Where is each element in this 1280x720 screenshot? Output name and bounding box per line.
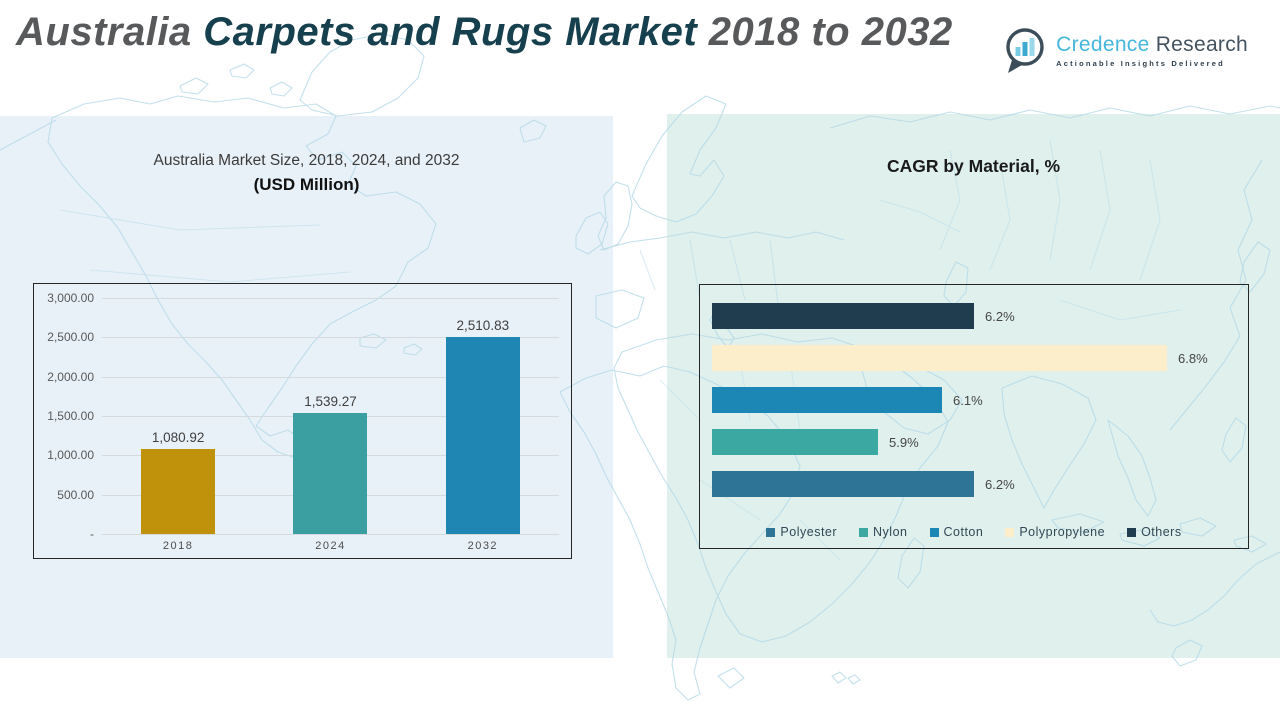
cagr-chart-title: CAGR by Material, % bbox=[886, 156, 1061, 176]
bar-group-2032: 2,510.83 bbox=[407, 298, 559, 534]
bar-value-label: 1,080.92 bbox=[151, 430, 205, 445]
credence-research-logo: Credence Research Actionable Insights De… bbox=[1002, 26, 1248, 74]
hbar-group-polyester: 6.2% bbox=[712, 471, 1236, 497]
bar-2018 bbox=[141, 449, 216, 534]
hbar-value-label: 5.9% bbox=[889, 434, 919, 450]
legend-swatch-icon bbox=[859, 527, 869, 537]
bar-value-label: 2,510.83 bbox=[456, 317, 510, 333]
bar-group-2018: 1,080.92 bbox=[102, 298, 254, 534]
hbar-polypropylene bbox=[712, 345, 1167, 371]
hbar-value-label: 6.2% bbox=[985, 476, 1015, 492]
market-size-chart-title: Australia Market Size, 2018, 2024, and 2… bbox=[153, 152, 460, 169]
y-axis-tick-label: 2,000.00 bbox=[47, 369, 94, 384]
hbar-cotton bbox=[712, 387, 942, 413]
y-axis-tick-label: 3,000.00 bbox=[47, 291, 94, 305]
legend-swatch-icon bbox=[1127, 527, 1137, 537]
legend-label: Polypropylene bbox=[1019, 525, 1106, 539]
market-size-chart-subtitle: (USD Million) bbox=[253, 175, 360, 194]
x-axis-labels: 2018 2024 2032 bbox=[102, 540, 559, 552]
legend-item-others: Others bbox=[1127, 525, 1182, 539]
legend-label: Others bbox=[1141, 525, 1182, 539]
legend-swatch-icon bbox=[766, 527, 776, 537]
logo-brand: Credence Research bbox=[1056, 33, 1248, 57]
x-axis-tick-label: 2018 bbox=[162, 540, 194, 552]
page-title-years: 2018 to 2032 bbox=[708, 10, 953, 54]
logo-text: Credence Research Actionable Insights De… bbox=[1056, 33, 1248, 68]
bar-chart-bubble-icon bbox=[1006, 28, 1044, 73]
legend: Polyester Nylon Cotton Polypropylene Others bbox=[700, 525, 1248, 539]
market-size-chart: 3,000.00 2,500.00 2,000.00 1,500.00 1,000.00… bbox=[33, 283, 572, 559]
hbar-nylon bbox=[712, 429, 878, 455]
page-title: Australia Carpets and Rugs Market 2018 t… bbox=[16, 10, 953, 55]
hbar-group-nylon: 5.9% bbox=[712, 429, 1236, 455]
logo-brand-primary: Credence bbox=[1056, 32, 1156, 56]
y-axis-tick-label: 1,500.00 bbox=[47, 409, 94, 423]
legend-item-polyester: Polyester bbox=[766, 525, 837, 539]
x-axis-tick-label: 2024 bbox=[315, 540, 346, 552]
legend-item-nylon: Nylon bbox=[859, 525, 907, 539]
y-axis-tick-label: 2,500.00 bbox=[47, 330, 94, 345]
hbar-value-label: 6.8% bbox=[1178, 350, 1208, 366]
y-axis-tick-label: - bbox=[90, 527, 94, 541]
bar-group-2024: 1,539.27 bbox=[254, 298, 406, 534]
y-axis-tick-label: 1,000.00 bbox=[47, 448, 94, 463]
cagr-chart: 6.2% 6.8% 6.1% 5.9% 6.2% Polyester Nylon Cotton… bbox=[699, 284, 1249, 549]
bar-2032 bbox=[445, 336, 520, 534]
y-axis-tick-label: 500.00 bbox=[57, 487, 94, 502]
plot-area: 6.2% 6.8% 6.1% 5.9% 6.2% bbox=[712, 303, 1236, 513]
hbar-value-label: 6.1% bbox=[953, 392, 983, 408]
legend-label: Polyester bbox=[780, 525, 838, 539]
legend-swatch-icon bbox=[1005, 527, 1015, 537]
hbar-group-others: 6.2% bbox=[712, 303, 1236, 329]
bar-2024 bbox=[293, 412, 368, 534]
hbar-polyester bbox=[712, 471, 974, 497]
page-title-subject: Carpets and Rugs Market bbox=[203, 10, 709, 54]
logo-tagline: Actionable Insights Delivered bbox=[1056, 58, 1225, 68]
bar-value-label: 1,539.27 bbox=[304, 393, 357, 409]
hbar-group-polypropylene: 6.8% bbox=[712, 345, 1236, 371]
legend-item-polypropylene: Polypropylene bbox=[1005, 525, 1105, 539]
gridline bbox=[102, 534, 559, 535]
plot-area: 1,080.92 1,539.27 2,510.83 bbox=[102, 298, 559, 534]
hbar-others bbox=[712, 303, 974, 329]
page-title-region: Australia bbox=[16, 10, 204, 54]
logo-brand-secondary: Research bbox=[1155, 32, 1248, 56]
x-axis-tick-label: 2032 bbox=[467, 540, 499, 552]
hbar-group-cotton: 6.1% bbox=[712, 387, 1236, 413]
legend-label: Cotton bbox=[943, 525, 984, 539]
legend-item-cotton: Cotton bbox=[929, 525, 984, 539]
legend-label: Nylon bbox=[873, 525, 908, 539]
hbar-value-label: 6.2% bbox=[985, 308, 1015, 324]
legend-swatch-icon bbox=[929, 527, 939, 537]
